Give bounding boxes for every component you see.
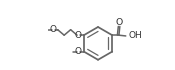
Text: O: O <box>75 31 82 40</box>
Text: O: O <box>75 47 82 56</box>
Text: O: O <box>116 18 123 27</box>
Text: OH: OH <box>129 31 143 40</box>
Text: O: O <box>50 25 57 34</box>
